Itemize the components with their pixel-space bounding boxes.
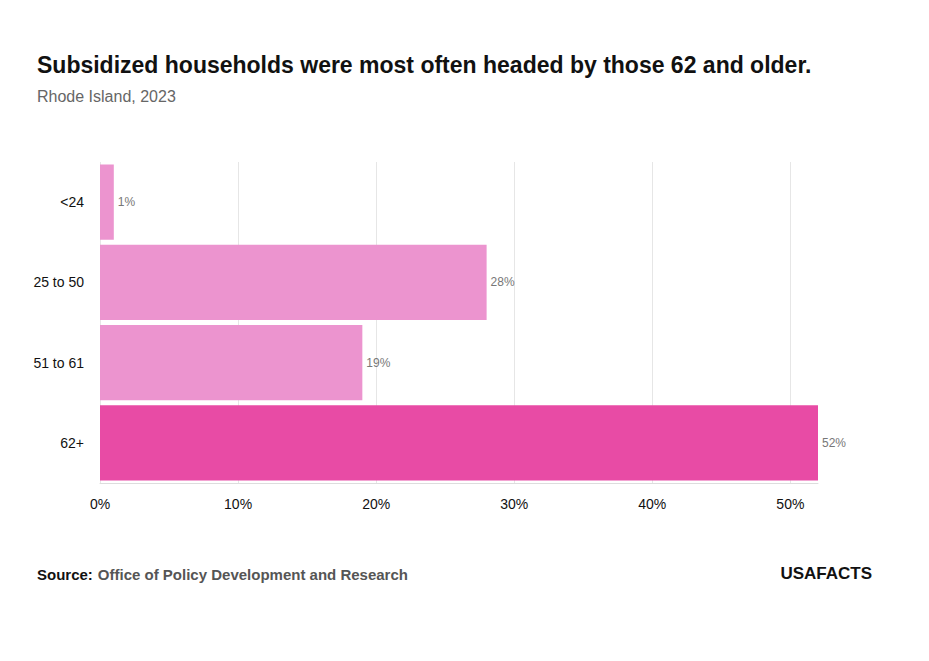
- svg-text:19%: 19%: [366, 356, 390, 370]
- svg-text:0%: 0%: [90, 496, 110, 512]
- svg-text:<24: <24: [60, 194, 84, 210]
- svg-text:40%: 40%: [638, 496, 666, 512]
- svg-text:20%: 20%: [362, 496, 390, 512]
- svg-text:10%: 10%: [224, 496, 252, 512]
- svg-text:25 to 50: 25 to 50: [33, 274, 84, 290]
- svg-text:1%: 1%: [118, 195, 136, 209]
- svg-text:Subsidized households were mos: Subsidized households were most often he…: [37, 52, 811, 78]
- svg-text:Source:: Source:: [37, 566, 93, 583]
- svg-text:52%: 52%: [822, 436, 846, 450]
- svg-text:USA: USA: [780, 564, 816, 583]
- svg-text:28%: 28%: [491, 275, 515, 289]
- svg-text:FACTS: FACTS: [816, 564, 872, 583]
- svg-text:Office of Policy Development a: Office of Policy Development and Researc…: [98, 566, 408, 583]
- svg-text:51 to 61: 51 to 61: [33, 355, 84, 371]
- svg-text:50%: 50%: [776, 496, 804, 512]
- svg-text:62+: 62+: [60, 435, 84, 451]
- svg-text:30%: 30%: [500, 496, 528, 512]
- svg-text:Rhode Island, 2023: Rhode Island, 2023: [37, 88, 176, 105]
